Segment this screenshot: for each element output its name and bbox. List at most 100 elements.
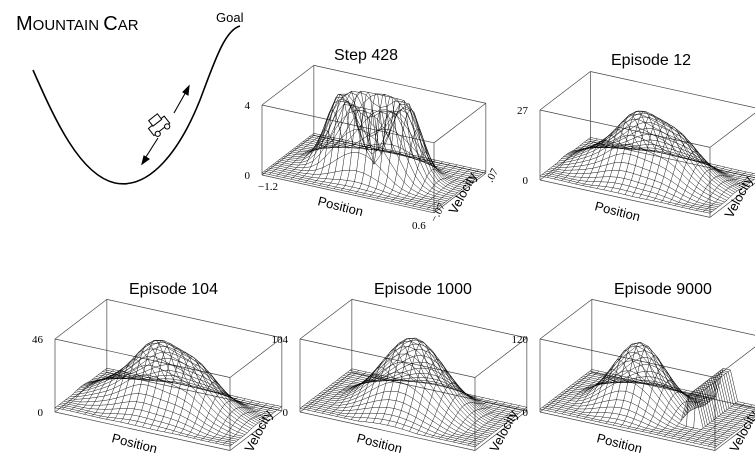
mesh-line	[200, 400, 253, 441]
mesh-line	[304, 110, 357, 183]
mesh-line	[700, 404, 753, 445]
mesh-line	[620, 346, 673, 427]
mesh-line	[329, 375, 382, 415]
mesh-line	[433, 170, 486, 211]
mesh-line	[452, 402, 506, 443]
mesh-line	[340, 93, 393, 191]
x-axis-label: Position	[316, 193, 365, 219]
box-edge	[54, 411, 231, 451]
mesh-line	[372, 342, 425, 423]
mesh-line	[674, 160, 726, 206]
mesh-line	[269, 134, 322, 175]
x-axis-label: Position	[595, 430, 644, 456]
mesh-line	[554, 140, 605, 180]
y-axis-label: Velocity	[486, 407, 521, 454]
mesh-line	[634, 366, 687, 431]
mesh-line	[596, 120, 648, 189]
mesh-line	[113, 350, 166, 421]
mesh-line	[573, 121, 744, 188]
mesh-line	[309, 136, 482, 175]
mesh-line	[383, 109, 436, 200]
mesh-line	[290, 139, 343, 180]
box-edge	[539, 71, 591, 111]
mesh-line	[229, 406, 282, 447]
box-edge	[590, 71, 755, 109]
mesh-line	[460, 403, 513, 444]
panel-title: Episode 104	[129, 281, 218, 298]
mesh-line	[365, 349, 418, 422]
box-edge	[591, 299, 755, 336]
box-edge	[539, 372, 593, 413]
mesh-line	[590, 359, 644, 421]
mesh-line	[98, 365, 151, 418]
mesh-line	[714, 416, 755, 448]
mesh-line	[91, 370, 144, 417]
mesh-line	[416, 370, 469, 435]
panel-title: Episode 12	[611, 52, 691, 69]
mesh-line	[561, 141, 612, 181]
mesh-line	[63, 400, 239, 440]
mesh-line	[387, 337, 440, 426]
box-edge	[299, 411, 476, 451]
mesh-line	[646, 126, 697, 200]
mesh-line	[561, 374, 614, 415]
mesh-line	[379, 338, 433, 424]
mesh-line	[412, 166, 465, 207]
mesh-line	[127, 339, 180, 424]
mesh-line	[84, 374, 137, 415]
box-edge	[709, 112, 755, 148]
box-edge	[474, 410, 528, 451]
box-edge	[539, 411, 716, 451]
mesh-line	[547, 370, 600, 411]
mesh-line	[667, 150, 719, 205]
mesh-line	[653, 132, 704, 201]
figure-title-text: MOUNTAIN CAR	[16, 13, 139, 35]
mountain-curve	[32, 25, 241, 185]
z-tick-label: 0	[245, 170, 251, 182]
mesh-line	[576, 377, 629, 418]
mesh-line	[467, 405, 520, 446]
mesh-line	[156, 351, 209, 431]
mesh-line	[605, 343, 658, 424]
mesh-line	[631, 118, 683, 197]
mesh-line	[186, 381, 239, 437]
mesh-line	[649, 391, 702, 434]
mesh-line	[268, 167, 441, 207]
mesh-line	[405, 164, 458, 205]
box-edge	[261, 174, 435, 214]
mesh-line	[474, 407, 527, 448]
box-edge	[229, 337, 283, 378]
mesh-line	[319, 90, 372, 186]
mesh-line	[171, 362, 224, 434]
box-edge	[299, 299, 353, 340]
y-axis-label: Velocity	[726, 407, 755, 454]
mesh-line	[641, 379, 695, 432]
mesh-line	[681, 168, 733, 208]
mesh-line	[581, 143, 753, 182]
car-icon	[147, 113, 171, 137]
mesh-line	[546, 170, 717, 209]
surface-panel: Episode 104 0 46 Position Velocity	[32, 281, 283, 456]
mesh-line	[78, 343, 254, 427]
mesh-line	[589, 128, 641, 188]
x-axis-label: Position	[593, 198, 642, 224]
mesh-line	[598, 350, 651, 423]
z-tick-label: 0	[523, 407, 529, 419]
mesh-line	[207, 401, 261, 442]
mesh-line	[105, 358, 159, 420]
mesh-line	[695, 171, 747, 211]
box-edge	[709, 182, 755, 218]
mesh-line	[612, 342, 665, 426]
mesh-line	[431, 393, 484, 438]
box-edge	[714, 346, 755, 378]
mesh-line	[296, 90, 469, 185]
mesh-line	[627, 354, 680, 429]
mesh-line	[423, 382, 476, 436]
mesh-line	[546, 403, 722, 443]
box-edge	[539, 179, 711, 218]
mesh-line	[663, 396, 716, 437]
z-tick-label: 0	[283, 407, 289, 419]
